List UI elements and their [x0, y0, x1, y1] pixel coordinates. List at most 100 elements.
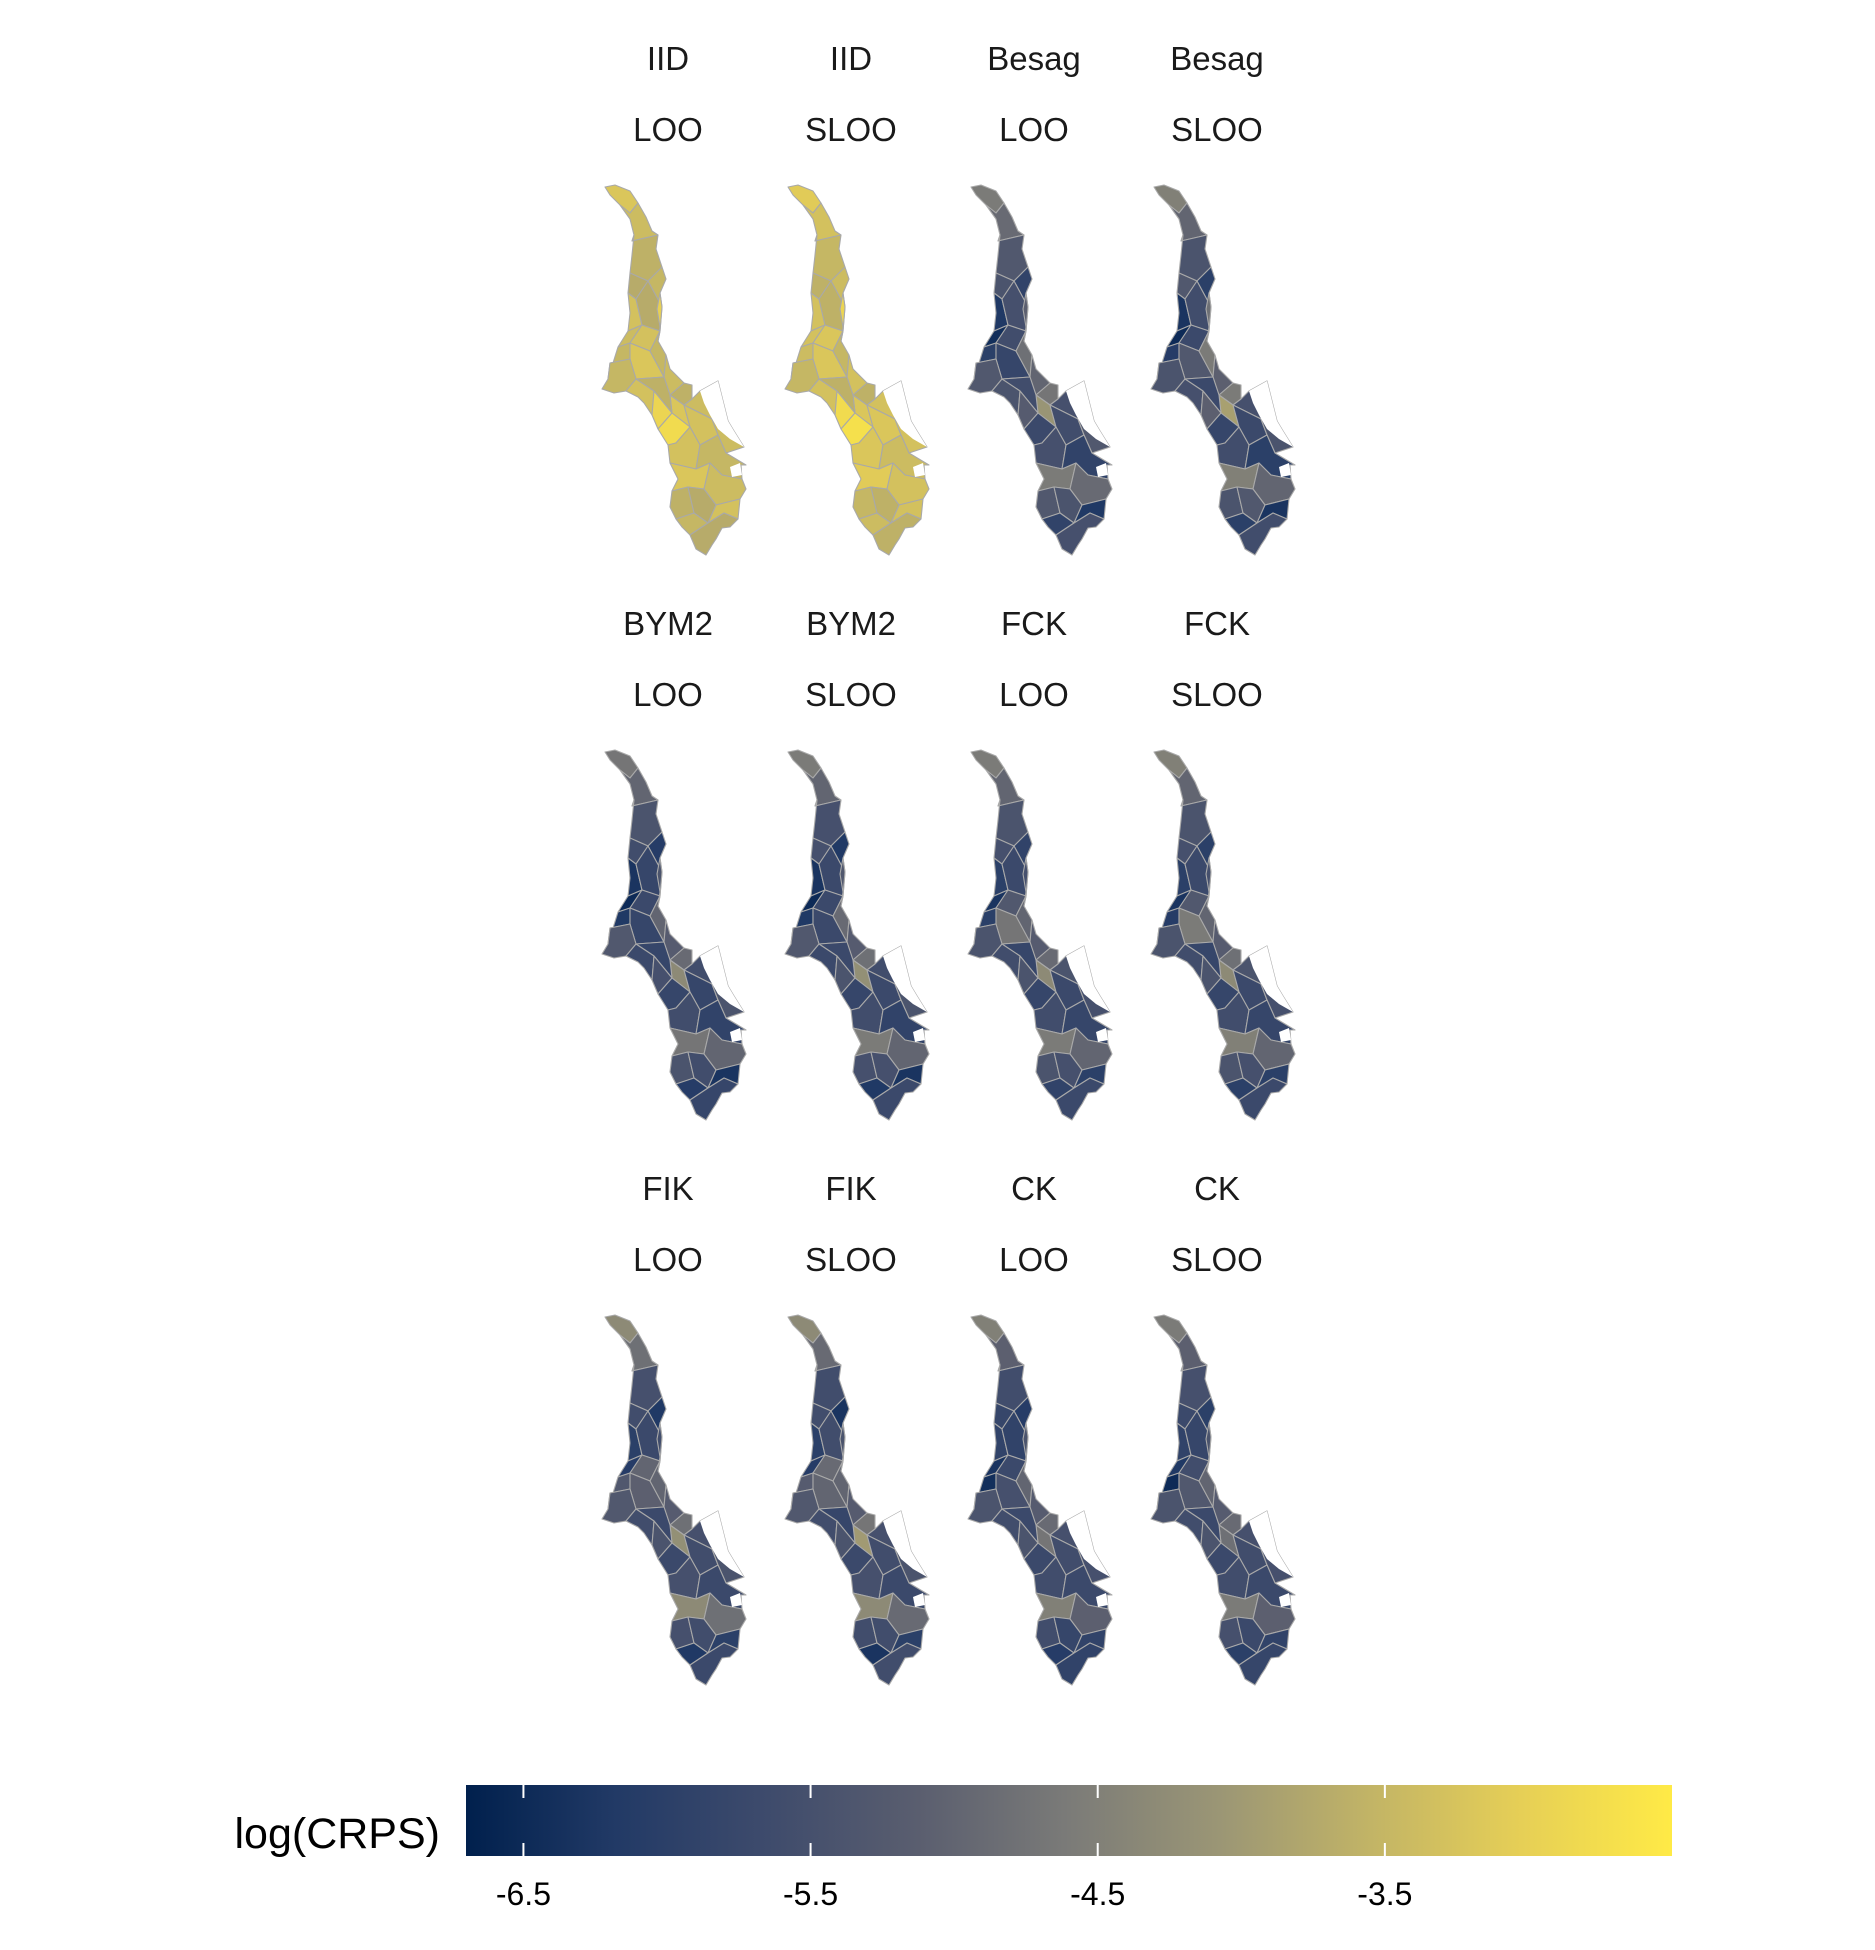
facet-model-label: IID [830, 40, 872, 77]
facet-panel: CK SLOO [1150, 1170, 1296, 1686]
facet-cv-label: LOO [999, 676, 1069, 713]
lake-small [1096, 463, 1108, 477]
district-region [1150, 358, 1186, 394]
district-region [872, 512, 922, 556]
facet-cv-label: SLOO [805, 111, 897, 148]
lake-small [913, 1028, 925, 1042]
lake-small [913, 1593, 925, 1607]
malawi-map [601, 1314, 747, 1686]
facet-panel: FIK LOO [601, 1170, 747, 1686]
colorbar-tick-label: -4.5 [1070, 1876, 1125, 1912]
district-region [784, 1488, 820, 1524]
district-region [802, 1332, 842, 1372]
lake-small [1096, 1028, 1108, 1042]
district-region [1055, 1077, 1105, 1121]
district-region [689, 1642, 739, 1686]
district-region [1055, 1642, 1105, 1686]
malawi-map [967, 184, 1113, 556]
lake-area [883, 381, 927, 447]
facet-panel: Besag LOO [967, 40, 1113, 556]
facet-cv-label: LOO [633, 676, 703, 713]
district-region [601, 923, 637, 959]
lake-area [1066, 1511, 1110, 1577]
lake-area [883, 946, 927, 1012]
malawi-map [601, 184, 747, 556]
lake-area [1066, 381, 1110, 447]
facet-model-label: CK [1194, 1170, 1240, 1207]
district-region [802, 202, 842, 242]
district-region [985, 1332, 1025, 1372]
district-region [1150, 1488, 1186, 1524]
malawi-map [784, 1314, 930, 1686]
district-region [1168, 202, 1208, 242]
district-region [985, 767, 1025, 807]
district-region [619, 202, 659, 242]
lake-small [1279, 1028, 1291, 1042]
district-region [1055, 512, 1105, 556]
malawi-map [1150, 184, 1296, 556]
facet-cv-label: LOO [999, 111, 1069, 148]
lake-area [1066, 946, 1110, 1012]
district-region [784, 358, 820, 394]
facet-panel: IID SLOO [784, 40, 930, 556]
facet-cv-label: SLOO [1171, 676, 1263, 713]
lake-small [730, 463, 742, 477]
facet-panel: IID LOO [601, 40, 747, 556]
lake-small [1279, 1593, 1291, 1607]
lake-area [700, 1511, 744, 1577]
district-region [784, 923, 820, 959]
district-region [967, 358, 1003, 394]
facet-cv-label: SLOO [1171, 1241, 1263, 1278]
malawi-map [784, 184, 930, 556]
facet-panel: FCK SLOO [1150, 605, 1296, 1121]
malawi-map [967, 749, 1113, 1121]
facet-model-label: FIK [642, 1170, 693, 1207]
legend: log(CRPS) -6.5 -5.5 -4.5 -3.5 [235, 1785, 1672, 1912]
district-region [689, 512, 739, 556]
district-region [1150, 923, 1186, 959]
district-region [601, 358, 637, 394]
malawi-map [1150, 749, 1296, 1121]
malawi-map [601, 749, 747, 1121]
facet-panel: FIK SLOO [784, 1170, 930, 1686]
colorbar-ticks: -6.5 -5.5 -4.5 -3.5 [496, 1785, 1412, 1912]
lake-area [1249, 946, 1293, 1012]
district-region [619, 767, 659, 807]
lake-area [883, 1511, 927, 1577]
lake-area [1249, 1511, 1293, 1577]
district-region [1238, 1077, 1288, 1121]
lake-small [1279, 463, 1291, 477]
malawi-map [784, 749, 930, 1121]
facet-panel: Besag SLOO [1150, 40, 1296, 556]
colorbar-tick-label: -3.5 [1357, 1876, 1412, 1912]
facet-panel: BYM2 LOO [601, 605, 747, 1121]
malawi-map [967, 1314, 1113, 1686]
colorbar-tick-label: -6.5 [496, 1876, 551, 1912]
lake-area [1249, 381, 1293, 447]
district-region [967, 923, 1003, 959]
facet-panel: FCK LOO [967, 605, 1113, 1121]
facet-panel: CK LOO [967, 1170, 1113, 1686]
facet-model-label: FIK [825, 1170, 876, 1207]
facet-model-label: FCK [1184, 605, 1250, 642]
district-region [1238, 512, 1288, 556]
district-region [872, 1642, 922, 1686]
colorbar-tick-label: -5.5 [783, 1876, 838, 1912]
colorbar [466, 1785, 1672, 1856]
district-region [1168, 1332, 1208, 1372]
district-region [967, 1488, 1003, 1524]
facet-model-label: Besag [1170, 40, 1264, 77]
facet-cv-label: LOO [999, 1241, 1069, 1278]
facet-cv-label: SLOO [805, 676, 897, 713]
lake-area [700, 946, 744, 1012]
facet-cv-label: LOO [633, 111, 703, 148]
facet-cv-label: LOO [633, 1241, 703, 1278]
district-region [689, 1077, 739, 1121]
lake-small [730, 1028, 742, 1042]
district-region [985, 202, 1025, 242]
district-region [1238, 1642, 1288, 1686]
facet-cv-label: SLOO [1171, 111, 1263, 148]
facet-panel: BYM2 SLOO [784, 605, 930, 1121]
lake-area [700, 381, 744, 447]
